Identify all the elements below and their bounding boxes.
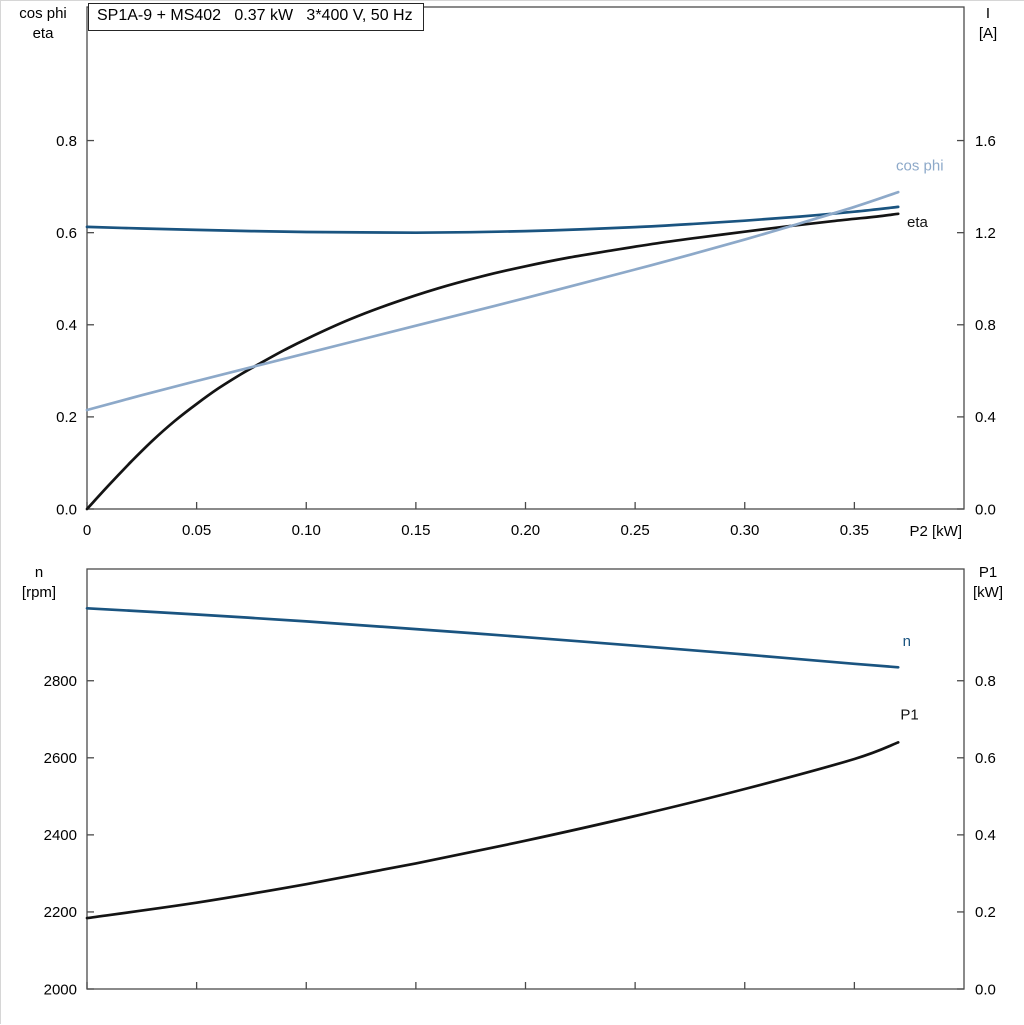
axis-label-current: I bbox=[985, 5, 991, 22]
y-left-tick-label: 2400 bbox=[44, 827, 77, 844]
top-right-axis-label: I [A] bbox=[957, 4, 1019, 44]
chart-title-box: SP1A-9 + MS402 0.37 kW 3*400 V, 50 Hz bbox=[88, 3, 424, 31]
curve-label-P1: P1 bbox=[900, 706, 918, 723]
axis-label-eta: eta bbox=[32, 25, 54, 42]
y-right-tick-label: 0.8 bbox=[975, 317, 996, 334]
x-tick-label: 0.05 bbox=[182, 522, 211, 539]
axis-label-p1: P1 bbox=[978, 564, 998, 581]
x-tick-label: 0.15 bbox=[401, 522, 430, 539]
top-left-axis-label: cos phi eta bbox=[5, 4, 81, 44]
y-left-tick-label: 0.4 bbox=[56, 317, 77, 334]
x-tick-label: 0 bbox=[83, 522, 91, 539]
curve-label-eta: eta bbox=[907, 214, 929, 231]
y-right-tick-label: 0.8 bbox=[975, 673, 996, 690]
curve-label-cos-phi: cos phi bbox=[896, 157, 944, 174]
x-tick-label: 0.25 bbox=[621, 522, 650, 539]
x-tick-label: 0.20 bbox=[511, 522, 540, 539]
top-chart: 0.0 0.2 0.4 0.6 0.8 0.0 0.4 0.8 1.2 1.6 0 0.05 0.10 0… bbox=[56, 6, 996, 540]
curve-label-n: n bbox=[903, 633, 911, 650]
y-right-tick-label: 0.4 bbox=[975, 827, 996, 844]
bottom-chart: 2000 2200 2400 2600 2800 0.0 0.2 0.4 0.6 0.8 n P1 bbox=[44, 568, 996, 998]
y-right-tick-label: 1.6 bbox=[975, 133, 996, 150]
curve-I bbox=[85, 205, 900, 235]
y-left-tick-label: 2800 bbox=[44, 673, 77, 690]
curve-eta bbox=[85, 212, 900, 511]
y-left-tick-label: 0.6 bbox=[56, 225, 77, 242]
curve-P1 bbox=[85, 741, 900, 920]
y-left-tick-label: 2200 bbox=[44, 904, 77, 921]
axis-label-rpm-unit: [rpm] bbox=[21, 584, 57, 601]
plot-frame bbox=[86, 6, 965, 510]
curve-n bbox=[85, 606, 900, 669]
x-tick-label: 0.30 bbox=[730, 522, 759, 539]
y-right-tick-label: 0.0 bbox=[975, 501, 996, 518]
y-right-tick-label: 1.2 bbox=[975, 225, 996, 242]
y-left-tick-label: 2000 bbox=[44, 981, 77, 998]
bottom-right-axis-label: P1 [kW] bbox=[957, 563, 1019, 603]
axis-label-cos-phi: cos phi bbox=[19, 5, 67, 22]
x-tick-label: 0.35 bbox=[840, 522, 869, 539]
y-right-tick-label: 0.2 bbox=[975, 904, 996, 921]
plot-frame bbox=[86, 568, 965, 990]
axis-label-kw-unit: [kW] bbox=[973, 584, 1003, 601]
y-right-tick-label: 0.6 bbox=[975, 750, 996, 767]
y-right-tick-label: 0.4 bbox=[975, 409, 996, 426]
x-axis-label: P2 [kW] bbox=[909, 523, 962, 540]
y-left-tick-label: 0.8 bbox=[56, 133, 77, 150]
y-left-tick-label: 2600 bbox=[44, 750, 77, 767]
y-left-tick-label: 0.0 bbox=[56, 501, 77, 518]
x-tick-label: 0.10 bbox=[292, 522, 321, 539]
axis-label-ampere-unit: [A] bbox=[978, 25, 998, 42]
axis-label-speed: n bbox=[34, 564, 44, 581]
y-left-tick-label: 0.2 bbox=[56, 409, 77, 426]
bottom-left-axis-label: n [rpm] bbox=[5, 563, 73, 603]
y-right-tick-label: 0.0 bbox=[975, 981, 996, 998]
curve-cos-phi bbox=[85, 190, 900, 412]
